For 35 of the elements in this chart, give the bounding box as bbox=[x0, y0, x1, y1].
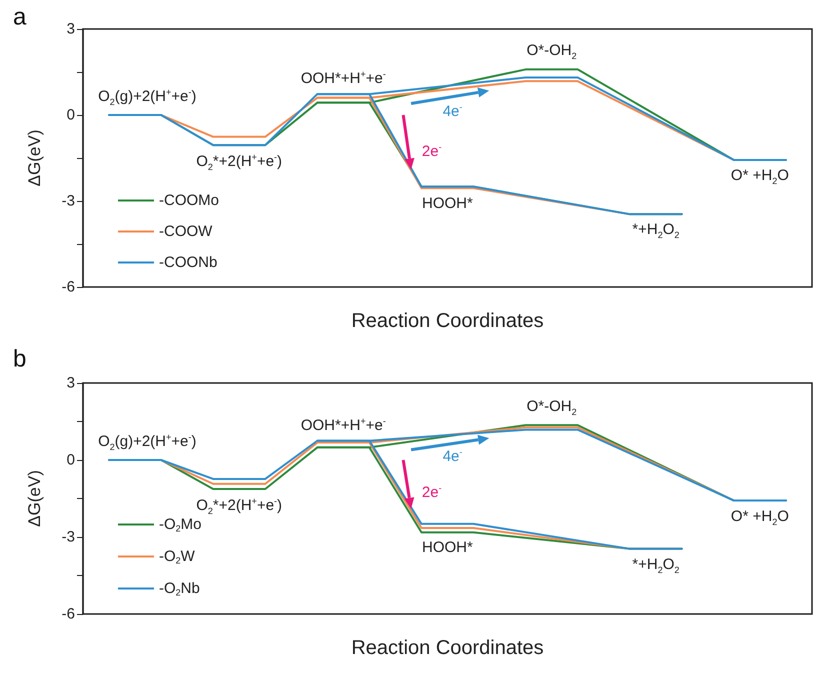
x-axis-title: Reaction Coordinates bbox=[351, 310, 544, 332]
annotation: O$_{2}$(g)+2(H$^{+}$+e$^{-}$) bbox=[98, 432, 196, 452]
x-axis-title: Reaction Coordinates bbox=[351, 637, 544, 659]
y-axis-title: ΔG(eV) bbox=[25, 130, 44, 186]
y-tick-label: -6 bbox=[62, 278, 75, 296]
annotation: OOH*+H$^{+}$+e$^{-}$ bbox=[300, 416, 386, 434]
annotation: O*-OH$_{2}$ bbox=[526, 398, 577, 418]
annotation: 2e$^{-}$ bbox=[422, 483, 442, 502]
y-tick-label: -6 bbox=[62, 606, 75, 622]
annotation: O* +H$_{2}$O bbox=[730, 508, 789, 527]
legend-label: -COOMo bbox=[159, 192, 219, 209]
y-tick-label: 3 bbox=[66, 20, 75, 38]
annotation: HOOH* bbox=[422, 539, 473, 556]
y-tick-label: -3 bbox=[62, 192, 75, 210]
annotation: *+H$_{2}$O$_{2}$ bbox=[632, 556, 680, 575]
annotation: O$_{2}$*+2(H$^{+}$+e$^{-}$) bbox=[196, 152, 282, 172]
legend-label: -COONb bbox=[159, 254, 218, 271]
y-axis-title: ΔG(eV) bbox=[25, 470, 44, 527]
annotation: *+H$_{2}$O$_{2}$ bbox=[632, 221, 680, 240]
annotation: 4e$^{-}$ bbox=[442, 447, 462, 466]
y-tick-label: -3 bbox=[62, 528, 75, 546]
annotation: O$_{2}$*+2(H$^{+}$+e$^{-}$) bbox=[196, 496, 282, 516]
y-tick-label: 3 bbox=[66, 374, 75, 392]
legend-label: -COOW bbox=[159, 223, 214, 240]
annotation: O* +H$_{2}$O bbox=[730, 167, 789, 186]
chart-title: a bbox=[13, 4, 27, 30]
chart-title: b bbox=[13, 346, 26, 372]
y-tick-label: 0 bbox=[66, 452, 75, 468]
y-tick-label: 0 bbox=[66, 106, 75, 124]
annotation: O*-OH$_{2}$ bbox=[526, 42, 577, 62]
annotation: HOOH* bbox=[422, 195, 473, 212]
annotation: O$_{2}$(g)+2(H$^{+}$+e$^{-}$) bbox=[98, 87, 196, 107]
annotation: 4e$^{-}$ bbox=[442, 102, 462, 120]
annotation: OOH*+H$^{+}$+e$^{-}$ bbox=[300, 69, 386, 88]
annotation: 2e$^{-}$ bbox=[422, 142, 442, 160]
